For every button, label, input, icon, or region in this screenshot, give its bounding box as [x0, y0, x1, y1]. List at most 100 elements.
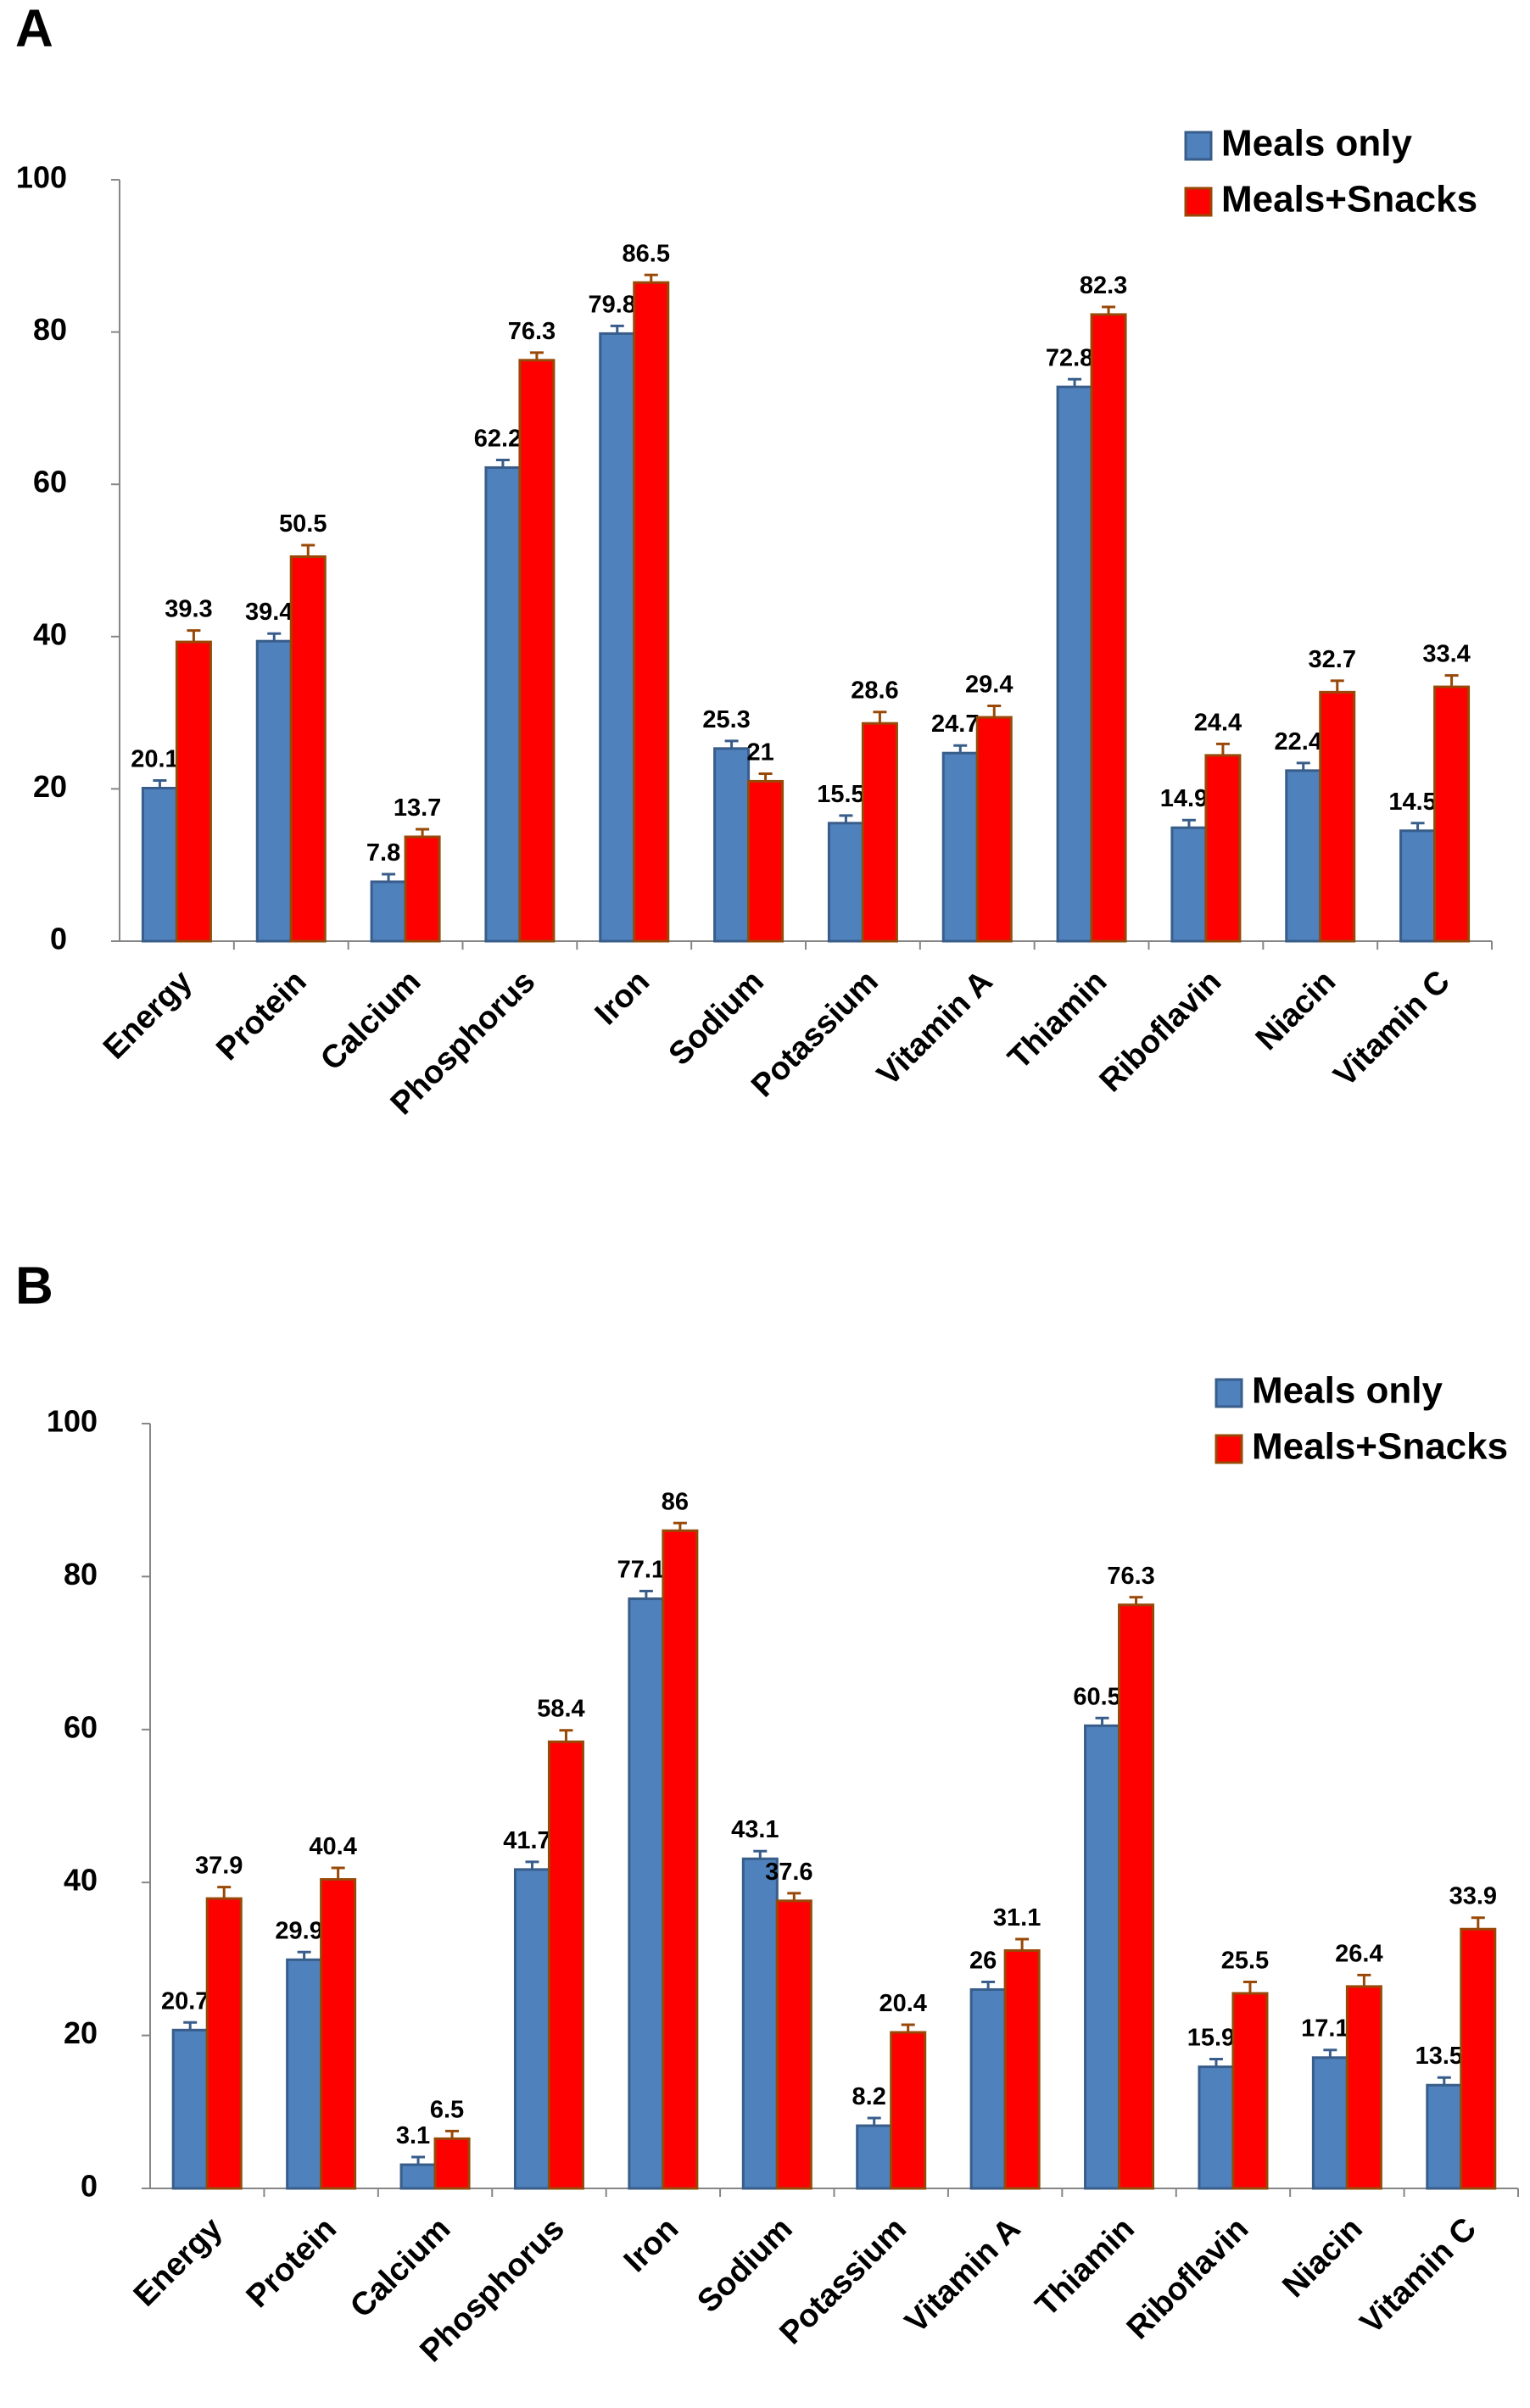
x-tick-label: Sodium [662, 964, 771, 1073]
x-tick-label: Sodium [690, 2211, 799, 2320]
x-tick-label: Calcium [314, 964, 427, 1078]
bar [1433, 685, 1471, 943]
bar [255, 639, 293, 943]
bar [1204, 754, 1242, 943]
value-label: 76.3 [1107, 1563, 1154, 1590]
x-tick-label: Vitamin A [870, 964, 999, 1093]
value-label: 14.5 [1388, 789, 1436, 816]
bar [1311, 2056, 1349, 2190]
x-tick-label: Thiamin [1002, 964, 1114, 1077]
bar [713, 747, 751, 943]
value-label: 86 [662, 1488, 689, 1515]
value-label: 33.9 [1449, 1883, 1497, 1910]
value-label: 20.1 [131, 746, 178, 773]
x-tick-label: Energy [127, 2211, 230, 2314]
value-label: 7.8 [366, 839, 400, 867]
y-tick-label: 40 [64, 1863, 98, 1898]
bar [286, 1958, 323, 2190]
value-label: 15.9 [1187, 2025, 1235, 2052]
chart: A 0 20 40 60 80 100 Energy 20.1 39.3 Protein 39.4 50… [15, 0, 1493, 1122]
value-label: 60.5 [1073, 1683, 1120, 1710]
value-label: 41.7 [503, 1827, 550, 1854]
bar [599, 332, 636, 943]
value-label: 14.9 [1160, 785, 1208, 812]
legend-swatch [1215, 1378, 1243, 1408]
y-tick-label: 0 [81, 2169, 98, 2204]
bar [1056, 385, 1093, 943]
value-label: 28.6 [851, 677, 898, 705]
value-label: 86.5 [623, 240, 670, 267]
value-label: 76.3 [508, 318, 556, 345]
value-label: 58.4 [537, 1696, 584, 1723]
bar [628, 1597, 665, 2190]
legend-label: Meals+Snacks [1252, 1426, 1508, 1468]
y-tick-label: 60 [33, 465, 67, 499]
bar [141, 787, 178, 943]
bar [1084, 1724, 1121, 2190]
value-label: 6.5 [430, 2096, 464, 2123]
y-tick-label: 0 [50, 922, 67, 956]
bar [1118, 1603, 1155, 2190]
value-label: 43.1 [731, 1816, 779, 1843]
value-label: 17.1 [1301, 2015, 1349, 2043]
legend-label: Meals only [1252, 1370, 1443, 1412]
legend-label: Meals only [1221, 123, 1412, 164]
value-label: 37.6 [765, 1859, 812, 1886]
value-label: 13.5 [1416, 2043, 1463, 2070]
bar [433, 2137, 471, 2190]
bar [775, 1899, 812, 2190]
x-tick-label: Calcium [343, 2211, 457, 2325]
chart: B 0 20 40 60 80 100 Energy 20.7 37.9 Protein 29.9 40… [15, 1257, 1519, 2369]
bar [1399, 829, 1437, 943]
bar [1090, 313, 1127, 943]
bar [1231, 1992, 1269, 2190]
bar [662, 1529, 699, 2190]
value-label: 50.5 [279, 510, 327, 538]
x-tick-label: Niacin [1276, 2211, 1369, 2305]
value-label: 22.4 [1275, 728, 1322, 755]
value-label: 8.2 [852, 2083, 886, 2110]
bar [1285, 769, 1322, 943]
x-tick-label: Energy [97, 964, 199, 1067]
value-label: 29.9 [275, 1917, 322, 1944]
x-tick-label: Protein [209, 964, 313, 1067]
value-label: 82.3 [1080, 272, 1127, 299]
legend-swatch [1215, 1434, 1243, 1464]
bar [1345, 1985, 1382, 2190]
bar [969, 1987, 1007, 2190]
bar [890, 2031, 927, 2190]
value-label: 39.4 [245, 599, 293, 626]
bar [1319, 690, 1356, 943]
value-label: 25.5 [1221, 1947, 1269, 1974]
value-label: 20.7 [161, 1987, 209, 2015]
bar [404, 835, 441, 943]
y-tick-label: 80 [33, 312, 67, 347]
bar [399, 2163, 437, 2190]
value-label: 29.4 [965, 672, 1013, 699]
y-tick-label: 100 [16, 160, 67, 195]
bar [827, 822, 864, 943]
bar [856, 2124, 893, 2190]
value-label: 37.9 [195, 1853, 243, 1880]
bar [1003, 1948, 1041, 2190]
value-label: 33.4 [1422, 641, 1470, 668]
value-label: 25.3 [702, 706, 750, 733]
value-label: 31.1 [993, 1904, 1041, 1931]
bar [547, 1740, 584, 2190]
value-label: 24.4 [1194, 709, 1242, 736]
bar [175, 640, 212, 943]
panel-label: B [15, 1257, 53, 1315]
value-label: 20.4 [879, 1990, 926, 2017]
value-label: 72.8 [1046, 344, 1093, 371]
legend-swatch [1184, 187, 1213, 217]
bar [741, 1857, 779, 2190]
x-tick-label: Iron [617, 2211, 685, 2279]
value-label: 62.2 [474, 425, 522, 452]
value-label: 15.5 [817, 781, 864, 808]
bar [1426, 2083, 1463, 2190]
bar [1170, 826, 1208, 943]
value-label: 40.4 [309, 1833, 356, 1860]
value-label: 77.1 [617, 1557, 665, 1584]
x-tick-label: Niacin [1249, 964, 1343, 1057]
x-tick-label: Thiamin [1029, 2211, 1142, 2324]
